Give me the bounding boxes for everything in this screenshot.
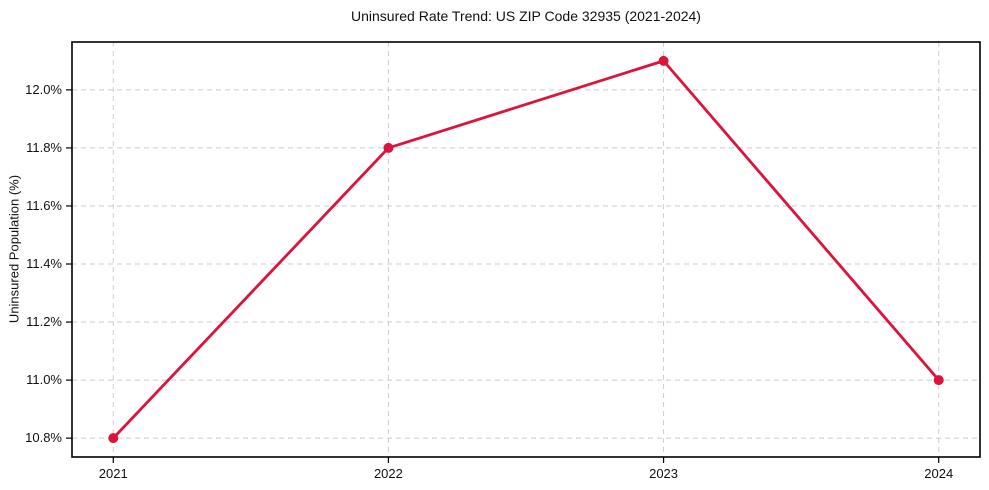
chart-title: Uninsured Rate Trend: US ZIP Code 32935 …: [351, 8, 701, 24]
y-tick-label: 11.0%: [26, 372, 62, 388]
y-tick-label: 11.6%: [26, 197, 62, 213]
x-tick-label: 2022: [373, 466, 403, 481]
line-chart: [66, 41, 981, 463]
y-tick-label: 12.0%: [25, 81, 62, 97]
y-tick-label: 11.2%: [26, 314, 62, 330]
trend-line: [111, 59, 941, 440]
y-tick-label: 11.8%: [26, 139, 62, 155]
plot-border: [71, 41, 981, 458]
plot-area: [66, 41, 981, 463]
y-tick-label: 11.4%: [26, 256, 62, 271]
data-point: [658, 55, 669, 66]
y-tick-label: 10.8%: [25, 430, 62, 446]
x-tick-label: 2023: [649, 466, 679, 481]
data-point: [933, 375, 944, 386]
data-point: [108, 433, 119, 444]
x-tick-label: 2024: [924, 466, 954, 481]
data-point: [383, 142, 394, 153]
x-tick-label: 2021: [98, 466, 128, 481]
